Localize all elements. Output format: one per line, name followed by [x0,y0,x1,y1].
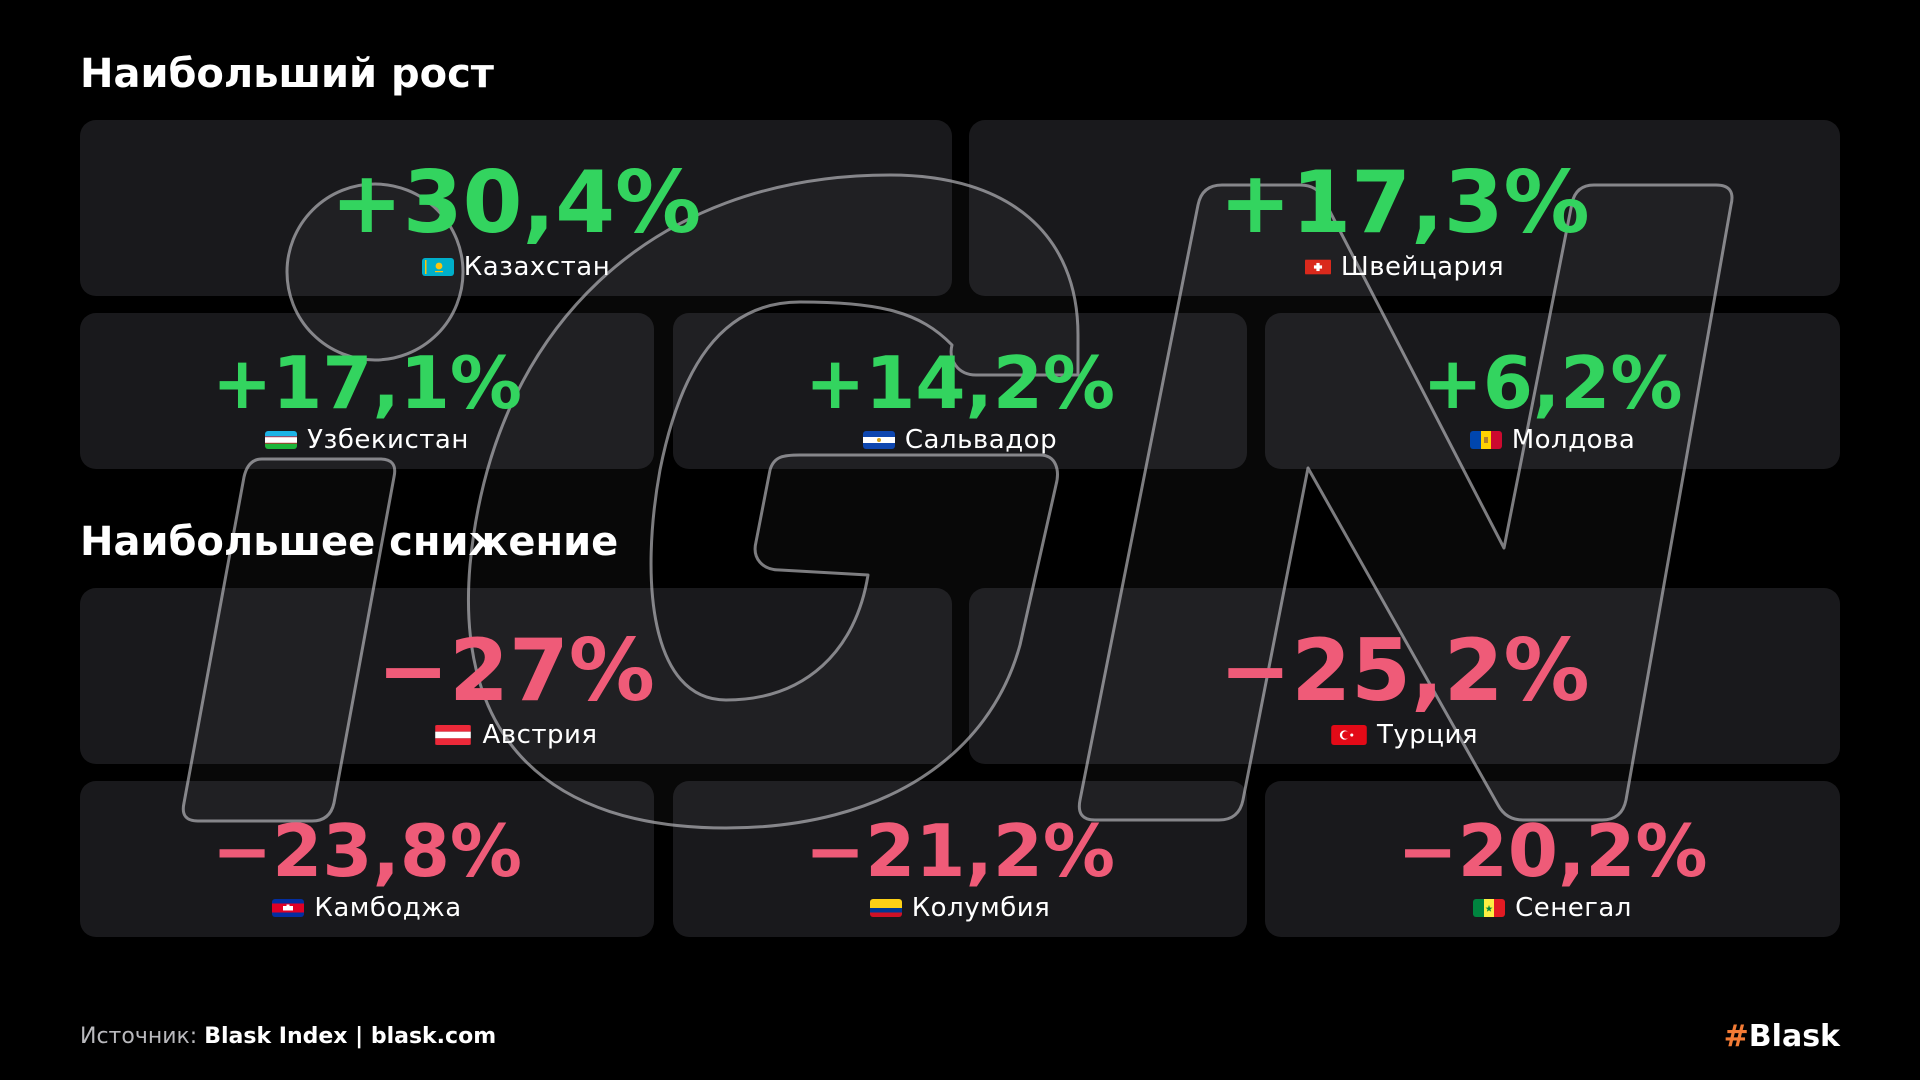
growth-value: +30,4% [330,153,702,253]
decline-card-austria-content: −27% Австрия [80,628,952,750]
source-prefix: Источник: [80,1024,198,1049]
colombia-flag-icon [869,899,902,917]
country-label: Колумбия [869,893,1051,923]
country-label: Сальвадор [862,425,1058,455]
blask-brand-logo: #Blask [1724,1019,1840,1054]
decline-value: −20,2% [1397,809,1708,893]
decline-card-colombia-content: −21,2% Колумбия [673,815,1247,923]
growth-card-moldova-content: +6,2% Молдова [1265,347,1840,455]
country-label: Камбоджа [272,893,461,923]
growth-card-switzerland-content: +17,3% Швейцария [969,160,1840,282]
country-label: Узбекистан [265,425,469,455]
decline-value: −25,2% [1219,621,1590,721]
brand-hash: # [1723,1019,1749,1054]
turkey-flag-icon [1331,725,1367,745]
country-name: Сальвадор [904,425,1058,455]
country-label: Казахстан [421,252,611,282]
decline-card-cambodia-content: −23,8% Камбоджа [80,815,654,923]
source-footer: Источник: Blask Index | blask.com [80,1024,496,1049]
country-label: Молдова [1469,425,1636,455]
decline-value: −27% [377,621,655,721]
country-name: Колумбия [911,893,1051,923]
country-label: Австрия [434,720,597,750]
country-label: Турция [1331,720,1478,750]
growth-section-title: Наибольший рост [80,51,494,97]
decline-card-turkey-content: −25,2% Турция [969,628,1840,750]
growth-value: +17,3% [1219,153,1590,253]
country-name: Швейцария [1340,252,1505,282]
growth-value: +6,2% [1422,341,1683,425]
decline-section-title: Наибольшее снижение [80,519,619,565]
country-name: Казахстан [463,252,611,282]
growth-card-el-salvador-content: +14,2% Сальвадор [673,347,1247,455]
uzbekistan-flag-icon [265,431,298,449]
el-salvador-flag-icon [862,431,895,449]
austria-flag-icon [435,725,472,745]
growth-card-kazakhstan-content: +30,4% Казахстан [80,160,952,282]
decline-value: −23,8% [211,809,523,893]
growth-value: +14,2% [804,341,1116,425]
country-name: Камбоджа [314,893,462,923]
growth-value: +17,1% [211,341,523,425]
growth-card-uzbekistan-content: +17,1% Узбекистан [80,347,654,455]
country-name: Молдова [1511,425,1636,455]
decline-card-senegal-content: −20,2% Сенегал [1265,815,1840,923]
senegal-flag-icon [1473,899,1506,917]
country-name: Австрия [482,720,598,750]
source-link[interactable]: Blask Index | blask.com [204,1024,497,1049]
country-label: Швейцария [1304,252,1505,282]
moldova-flag-icon [1469,431,1502,449]
decline-value: −21,2% [804,809,1116,893]
kazakhstan-flag-icon [421,258,454,276]
country-label: Сенегал [1473,893,1632,923]
country-name: Узбекистан [307,425,469,455]
switzerland-flag-icon [1304,259,1331,275]
country-name: Турция [1376,720,1478,750]
brand-name: Blask [1748,1019,1840,1054]
cambodia-flag-icon [272,899,305,917]
country-name: Сенегал [1515,893,1632,923]
